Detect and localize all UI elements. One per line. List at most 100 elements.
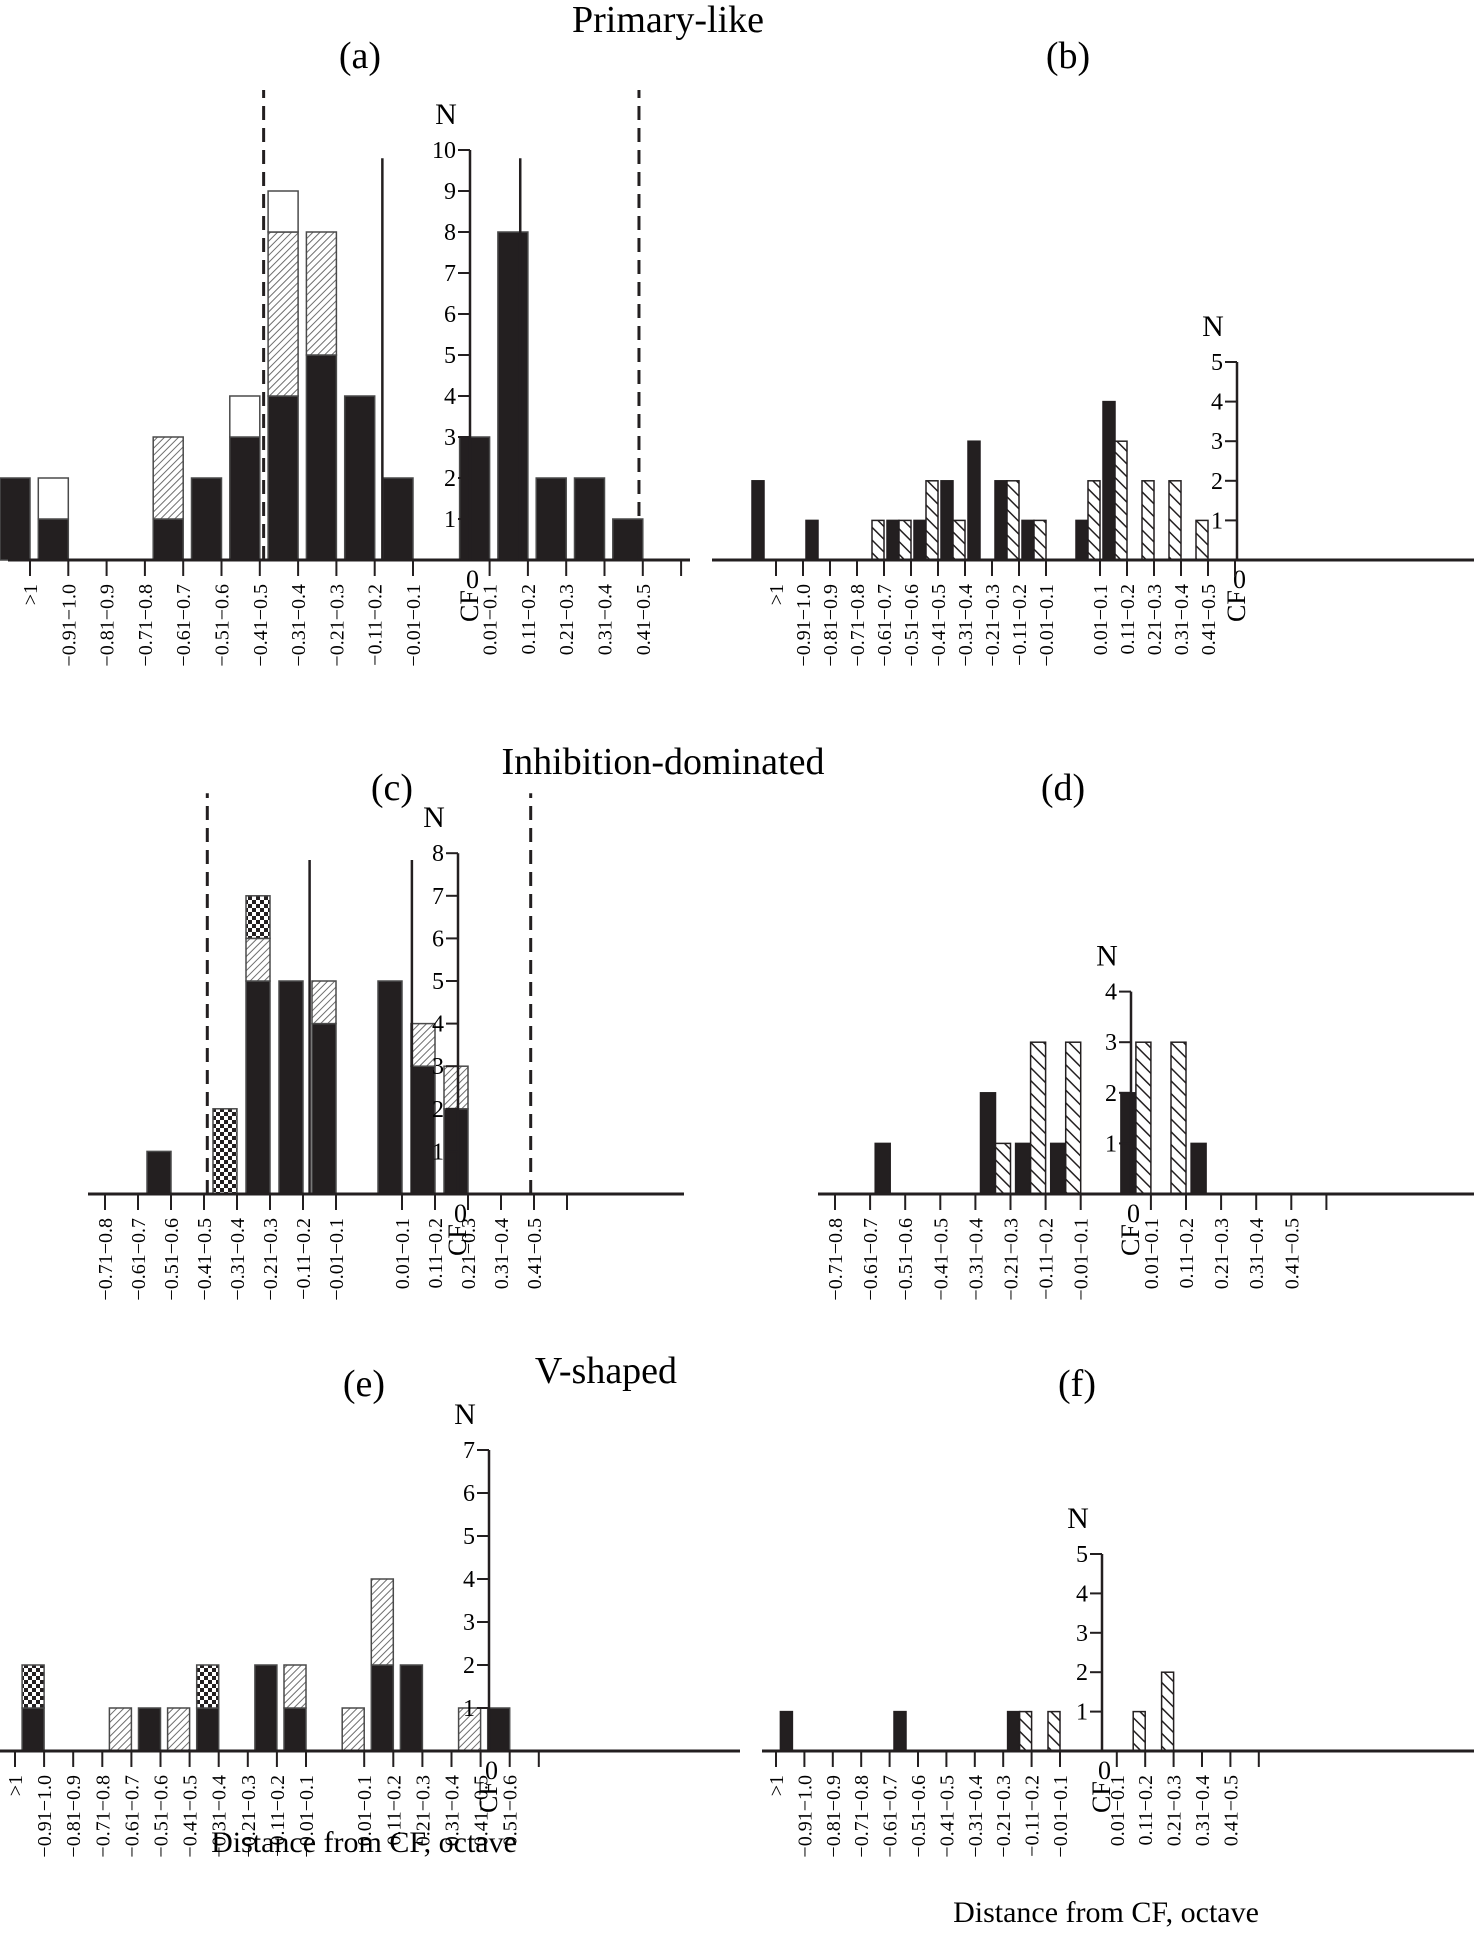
x-tick-label: −0.71−0.8 — [825, 1218, 847, 1301]
y-axis-label: N — [1067, 1502, 1089, 1535]
y-axis-label: N — [423, 801, 445, 834]
bar-segment-solid — [0, 477, 31, 561]
bar-solid — [751, 480, 765, 561]
bar-solid — [967, 440, 981, 561]
bar-hatched — [1006, 480, 1020, 561]
bar-hatched — [925, 480, 939, 561]
y-tick-label: 3 — [444, 425, 456, 451]
bar-hatched — [1170, 1041, 1187, 1195]
bar-segment-solid — [254, 1664, 278, 1752]
x-tick-label: −0.21−0.3 — [982, 584, 1004, 667]
bar-segment-solid — [137, 1707, 162, 1752]
y-tick-label: 5 — [432, 969, 444, 995]
x-tick-label: 0.11−0.2 — [518, 584, 540, 655]
panel-d: 1 2 3 4 N CF0 −0.71−0.8 −0.61−0.7 −0.51−0.6 −0.41… — [818, 940, 1474, 1301]
x-tick-label: −0.41−0.5 — [250, 584, 272, 667]
x-tick-label: 0.31−0.4 — [1246, 1218, 1268, 1289]
bar-solid — [779, 1710, 794, 1752]
y-tick-label: 2 — [444, 466, 456, 492]
bar-segment-fine-hatched — [443, 1065, 469, 1110]
x-tick-label: −0.11−0.2 — [293, 1218, 315, 1300]
bar-segment-fine-hatched — [108, 1707, 133, 1752]
x-tick-label: −0.01−0.1 — [1050, 1775, 1072, 1858]
bar-segment-solid — [311, 1022, 337, 1195]
bar-hatched — [1033, 519, 1047, 561]
x-tick-label: −0.81−0.9 — [97, 584, 119, 667]
x-tick-label: −0.71−0.8 — [135, 584, 157, 667]
x-tick-label: −0.31−0.4 — [209, 1775, 231, 1858]
zero-label: 0 — [485, 1756, 498, 1785]
bar-segment-fine-hatched — [410, 1022, 436, 1067]
bar-hatched — [871, 519, 885, 561]
y-tick-label: 5 — [463, 1524, 475, 1550]
y-tick-label: 1 — [463, 1696, 475, 1722]
x-tick-label: −0.31−0.4 — [965, 1218, 987, 1301]
x-tick-label: 0.41−0.5 — [524, 1218, 546, 1289]
y-tick-label: 3 — [1105, 1030, 1117, 1056]
bar-segment-solid — [245, 980, 271, 1195]
x-tick-label: −0.41−0.5 — [928, 584, 950, 667]
x-tick-label: −0.21−0.3 — [326, 584, 348, 667]
bar-solid — [1102, 400, 1116, 561]
zero-label: 0 — [1098, 1756, 1111, 1785]
bar-hatched — [1141, 480, 1155, 561]
bar-segment-checkered — [212, 1108, 238, 1195]
x-tick-label: 0.21−0.3 — [556, 584, 578, 655]
x-tick-label: 0.21−0.3 — [458, 1218, 480, 1289]
x-tick-label: 0.31−0.4 — [491, 1218, 513, 1289]
y-tick-label: 4 — [463, 1567, 475, 1593]
x-tick-label: −0.01−0.1 — [1071, 1218, 1093, 1301]
bar-hatched — [1135, 1041, 1152, 1195]
x-tick-label: 0.21−0.3 — [412, 1775, 434, 1846]
y-tick-label: 5 — [1211, 350, 1223, 376]
panel-label-d: (d) — [1041, 767, 1085, 809]
x-tick-label: >1 — [766, 1775, 788, 1796]
bar-segment-solid — [152, 518, 184, 561]
x-tick-label: −0.91−1.0 — [793, 584, 815, 667]
bar-hatched — [898, 519, 912, 561]
x-tick-label: >1 — [766, 584, 788, 605]
x-tick-label: 0.31−0.4 — [442, 1775, 464, 1846]
panel-label-b: (b) — [1046, 35, 1090, 77]
x-tick-label: −0.81−0.9 — [63, 1775, 85, 1858]
x-tick-label: −0.31−0.4 — [288, 584, 310, 667]
bar-hatched — [1064, 1041, 1082, 1195]
y-tick-label: 1 — [1076, 1700, 1088, 1726]
x-tick-label: 0.41−0.5 — [1281, 1218, 1303, 1289]
x-tick-label: −0.61−0.7 — [860, 1218, 882, 1301]
y-tick-label: 8 — [444, 220, 456, 246]
x-tick-label: 0.41−0.5 — [1220, 1775, 1242, 1846]
y-tick-label: 6 — [463, 1481, 475, 1507]
panel-e: 1 2 3 4 5 6 7 N CF0 >1 −0.91−1.0 −0.81−0.9 −0.71−0.8… — [0, 1398, 740, 1858]
bar-hatched — [994, 1142, 1012, 1195]
bar-hatched — [1047, 1710, 1061, 1752]
y-tick-label: 10 — [432, 138, 456, 164]
bar-solid — [886, 519, 900, 561]
x-tick-label: −0.61−0.7 — [880, 1775, 902, 1858]
x-tick-label: −0.01−0.1 — [403, 584, 425, 667]
x-tick-label: 0.11−0.2 — [383, 1775, 405, 1846]
panel-label-c: (c) — [371, 767, 413, 809]
bar-hatched — [1195, 519, 1209, 561]
x-tick-label: −0.61−0.7 — [173, 584, 195, 667]
y-tick-label: 3 — [432, 1054, 444, 1080]
x-tick-label: −0.51−0.6 — [212, 584, 234, 667]
bar-hatched — [1132, 1710, 1146, 1752]
x-tick-label: −0.51−0.6 — [161, 1218, 183, 1301]
bar-segment-solid — [190, 477, 223, 561]
bar-segment-checkered — [21, 1664, 45, 1709]
bar-solid — [1021, 519, 1035, 561]
cf-label: CF — [1087, 1781, 1116, 1813]
x-tick-label: 0.01−0.1 — [392, 1218, 414, 1289]
bar-segment-open — [267, 190, 299, 233]
x-tick-label: −0.01−0.1 — [326, 1218, 348, 1301]
bar-segment-solid — [377, 980, 403, 1195]
bar-segment-fine-hatched — [245, 937, 271, 982]
bar-segment-solid — [573, 477, 606, 561]
bar-segment-solid — [267, 395, 299, 561]
y-tick-label: 6 — [432, 926, 444, 952]
bar-hatched — [1018, 1710, 1033, 1752]
y-tick-label: 4 — [444, 384, 456, 410]
bar-segment-solid — [535, 477, 567, 561]
